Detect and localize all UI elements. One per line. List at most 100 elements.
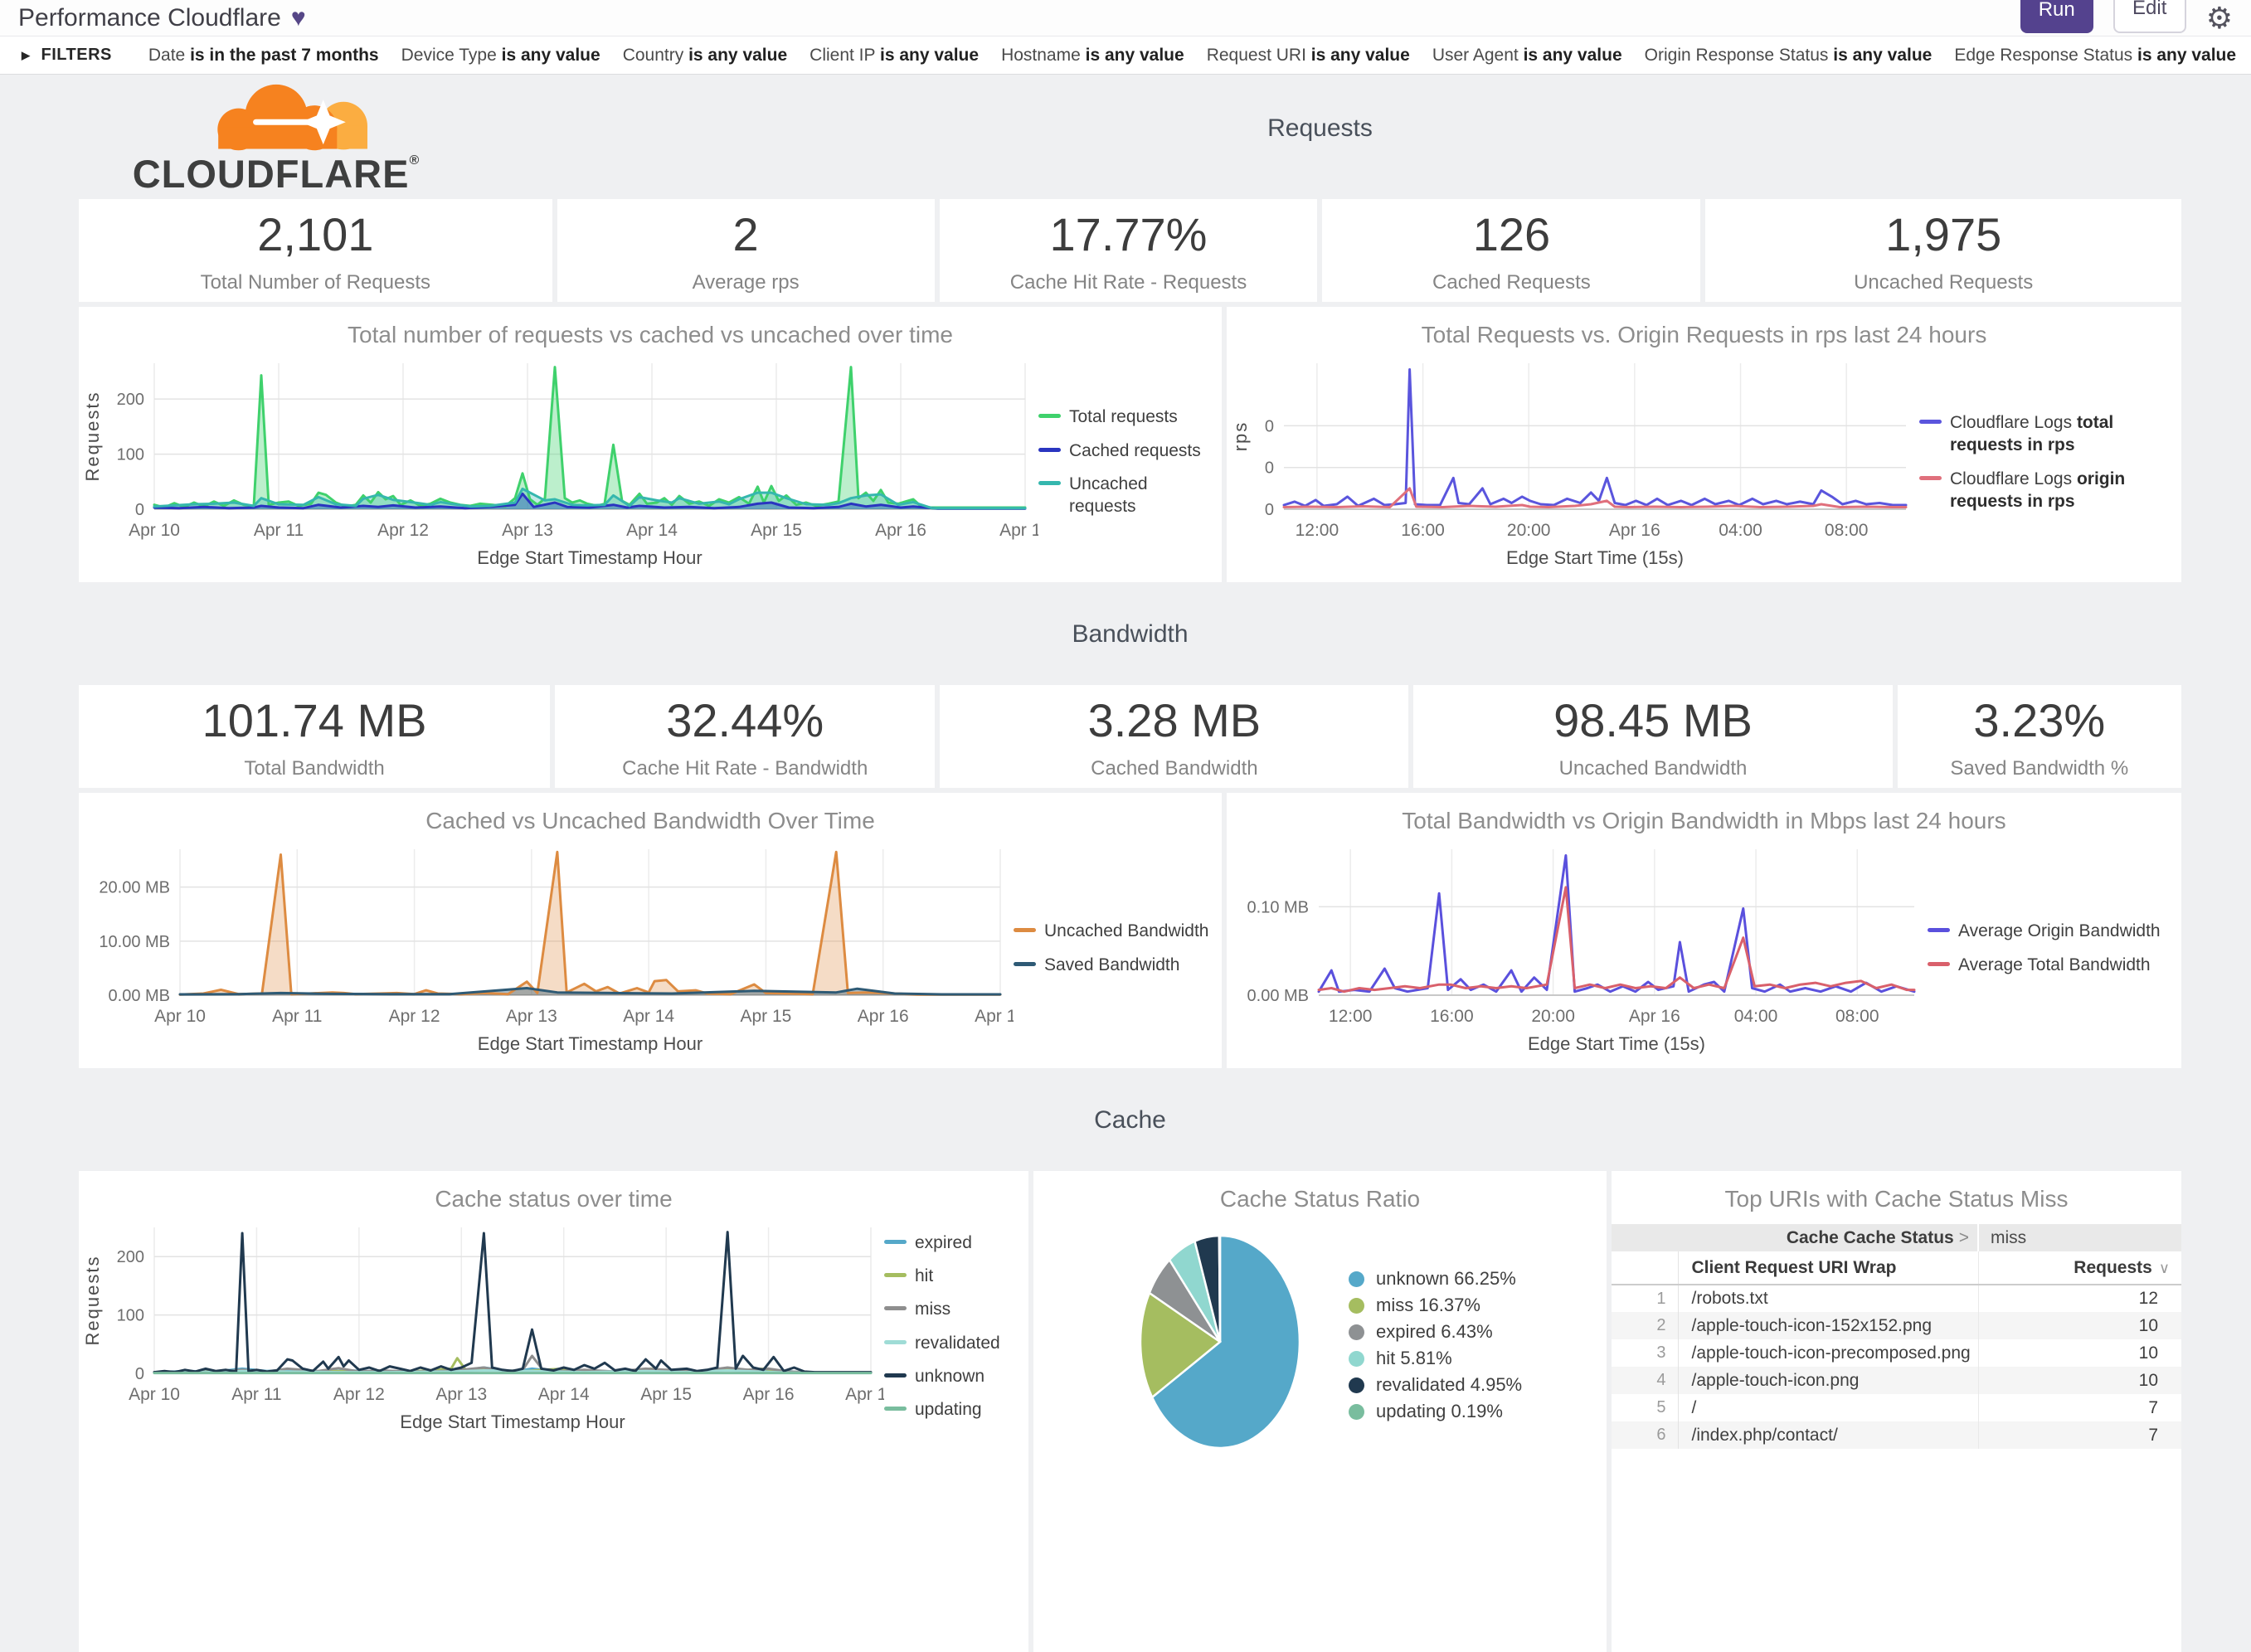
svg-text:Apr 10: Apr 10 — [129, 1385, 180, 1404]
requests-cell[interactable]: 12 — [1977, 1285, 2181, 1312]
cache-status-over-time-legend: expired hit miss revalidated unknown updating — [884, 1216, 1023, 1436]
filter-item-request-uri[interactable]: Request URI is any value — [1206, 45, 1410, 65]
chart-card-cache-status-over-time: Cache status over time 0 100 200 Apr 10 Apr 1… — [79, 1171, 1028, 1652]
total-requests-vs-cached-vs-uncached-body: 0 100 200 Apr 10 Apr 11 Apr 12 Apr 13 Apr 14 Apr… — [79, 352, 1222, 572]
svg-text:16:00: 16:00 — [1401, 521, 1445, 540]
uri-column-header[interactable]: Client Request URI Wrap — [1678, 1251, 1978, 1285]
uri-cell[interactable]: / — [1691, 1397, 1697, 1417]
requests-cell[interactable]: 10 — [1977, 1339, 2181, 1367]
legend-swatch — [884, 1306, 907, 1311]
legend-item: Saved Bandwidth — [1014, 954, 1210, 976]
legend-item: updating 0.19% — [1349, 1400, 1522, 1423]
kpi-label: Saved Bandwidth % — [1950, 756, 2129, 780]
table-row[interactable]: 5 / 7 — [1612, 1394, 2181, 1421]
top-uris-cache-miss-table: Cache Cache Status > miss Client Request UR… — [1612, 1224, 2181, 1449]
cache-status-over-time-title: Cache status over time — [435, 1186, 673, 1212]
svg-text:200: 200 — [117, 1248, 144, 1266]
requests-cell[interactable]: 7 — [1977, 1394, 2181, 1421]
svg-text:Apr 11: Apr 11 — [231, 1385, 281, 1404]
gear-icon[interactable]: ⚙ — [2205, 0, 2233, 35]
cache-status-ratio-chart[interactable] — [1033, 1216, 1349, 1564]
cache-status-ratio-legend: unknown 66.25% miss 16.37% expired 6.43% hi… — [1349, 1216, 1522, 1614]
requests-column-header[interactable]: Requests ∨ — [1977, 1251, 2181, 1285]
svg-text:Apr 14: Apr 14 — [626, 521, 678, 540]
kpi-value: 98.45 MB — [1553, 693, 1753, 746]
uri-cell[interactable]: /apple-touch-icon.png — [1691, 1370, 1860, 1390]
uri-cell[interactable]: /index.php/contact/ — [1691, 1425, 1838, 1445]
total-requests-vs-cached-vs-uncached-chart[interactable]: 0 100 200 Apr 10 Apr 11 Apr 12 Apr 13 Apr 14 Apr… — [80, 352, 1051, 572]
table-row[interactable]: 2/apple-touch-icon-152x152.png 10 — [1612, 1312, 2181, 1339]
filter-bar: ▶ FILTERS Date is in the past 7 months De… — [0, 36, 2251, 75]
filter-item-edge-response-status[interactable]: Edge Response Status is any value — [1954, 45, 2237, 65]
cache-status-over-time-chart[interactable]: 0 100 200 Apr 10 Apr 11 Apr 12 Apr 13 Apr 14 Apr… — [80, 1216, 897, 1436]
chevron-right-icon: > — [1958, 1227, 1969, 1247]
uri-cell[interactable]: /apple-touch-icon-precomposed.png — [1691, 1343, 1971, 1363]
legend-item: unknown — [884, 1365, 1017, 1387]
table-row[interactable]: 3/apple-touch-icon-precomposed.png 10 — [1612, 1339, 2181, 1367]
cloudflare-wordmark-text: CLOUDFLARE — [132, 152, 410, 196]
kpi-label: Uncached Bandwidth — [1558, 756, 1748, 780]
chart-card-top-uris-table: Top URIs with Cache Status Miss Cache Cac… — [1612, 1171, 2181, 1652]
kpi-label: Cached Bandwidth — [1091, 756, 1258, 780]
cached-vs-uncached-bandwidth-legend: Uncached Bandwidth Saved Bandwidth — [1014, 838, 1217, 1058]
legend-item: expired 6.43% — [1349, 1320, 1522, 1343]
legend-swatch — [1014, 928, 1036, 933]
top-uris-cache-miss-title: Top URIs with Cache Status Miss — [1724, 1186, 2069, 1212]
uri-cell[interactable]: /apple-touch-icon-152x152.png — [1691, 1315, 1933, 1335]
legend-item: Average Total Bandwidth — [1928, 954, 2170, 976]
table-row[interactable]: 6/index.php/contact/7 — [1612, 1421, 2181, 1449]
kpi-label: Average rps — [692, 270, 800, 294]
svg-text:rps: rps — [1230, 421, 1251, 452]
svg-text:Apr 16: Apr 16 — [1609, 521, 1660, 540]
svg-text:Edge Start Time (15s): Edge Start Time (15s) — [1506, 547, 1684, 568]
total-vs-origin-requests-rps-title: Total Requests vs. Origin Requests in rp… — [1421, 322, 1987, 347]
legend-swatch — [1928, 961, 1950, 966]
table-row[interactable]: 4/apple-touch-icon.png 10 — [1612, 1367, 2181, 1394]
row-number: 1 — [1612, 1285, 1679, 1312]
run-button[interactable]: Run — [2020, 0, 2093, 33]
filters-toggle[interactable]: ▶ FILTERS — [22, 46, 112, 65]
svg-text:Apr 16: Apr 16 — [1629, 1007, 1680, 1026]
total-vs-origin-requests-rps-body: 0 0 0 12:00 16:00 20:00 Apr 16 04:00 08:00 Edge S… — [1227, 352, 2181, 572]
uri-cell[interactable]: /robots.txt — [1691, 1289, 1768, 1308]
requests-cell[interactable]: 10 — [1977, 1312, 2181, 1339]
filter-item-client-ip[interactable]: Client IP is any value — [809, 45, 980, 65]
kpi-tile-total-number-of-requests: 2,101 Total Number of Requests — [79, 199, 552, 302]
filter-item-country[interactable]: Country is any value — [622, 45, 788, 65]
total-vs-origin-bandwidth-body: 0.00 MB 0.10 MB 12:00 16:00 20:00 Apr 16 04:00… — [1227, 838, 2181, 1058]
legend-dot — [1349, 1377, 1364, 1393]
edit-button[interactable]: Edit — [2112, 0, 2186, 33]
svg-text:100: 100 — [117, 446, 144, 464]
filter-item-date[interactable]: Date is in the past 7 months — [148, 45, 379, 65]
svg-text:Apr 16: Apr 16 — [858, 1007, 909, 1026]
filter-item-hostname[interactable]: Hostname is any value — [1001, 45, 1184, 65]
requests-cell[interactable]: 7 — [1977, 1421, 2181, 1449]
legend-item: Cloudflare Logs origin requests in rps — [1919, 468, 2170, 513]
svg-text:Apr 12: Apr 12 — [333, 1385, 385, 1404]
svg-text:08:00: 08:00 — [1825, 521, 1869, 540]
filter-item-user-agent[interactable]: User Agent is any value — [1432, 45, 1622, 65]
total-requests-vs-cached-vs-uncached-plot-area: 0 100 200 Apr 10 Apr 11 Apr 12 Apr 13 Apr 14 Apr… — [80, 352, 1051, 572]
cache-status-ratio-title: Cache Status Ratio — [1219, 1186, 1421, 1212]
kpi-tile-saved-bandwidth-: 3.23% Saved Bandwidth % — [1897, 685, 2181, 788]
page-title-text: Performance Cloudflare — [18, 3, 281, 32]
pivot-field-label[interactable]: Cache Cache Status > — [1612, 1224, 1978, 1251]
total-vs-origin-requests-rps-chart[interactable]: 0 0 0 12:00 16:00 20:00 Apr 16 04:00 08:00 Edge S… — [1228, 352, 1919, 572]
cached-vs-uncached-bandwidth-title: Cached vs Uncached Bandwidth Over Time — [425, 808, 875, 833]
kpi-value: 3.28 MB — [1087, 693, 1262, 746]
requests-cell[interactable]: 10 — [1977, 1367, 2181, 1394]
total-vs-origin-bandwidth-chart[interactable]: 0.00 MB 0.10 MB 12:00 16:00 20:00 Apr 16 04:00… — [1228, 838, 1928, 1058]
legend-swatch — [1919, 475, 1942, 480]
svg-text:Apr 11: Apr 11 — [254, 521, 304, 540]
cached-vs-uncached-bandwidth-chart[interactable]: 0.00 MB 10.00 MB 20.00 MB Apr 10 Apr 11 Apr 1… — [80, 838, 1026, 1058]
filter-item-device-type[interactable]: Device Type is any value — [401, 45, 600, 65]
table-row[interactable]: 1/robots.txt 12 — [1612, 1285, 2181, 1312]
svg-text:Apr 15: Apr 15 — [640, 1385, 692, 1404]
filter-item-origin-response-status[interactable]: Origin Response Status is any value — [1644, 45, 1933, 65]
legend-dot — [1349, 1350, 1364, 1367]
legend-dot — [1349, 1403, 1364, 1420]
kpi-label: Total Number of Requests — [200, 270, 431, 294]
title-bar: Performance Cloudflare ♥ Run Edit ⚙ — [0, 0, 2251, 36]
legend-item: updating — [884, 1398, 1017, 1421]
svg-text:Apr 14: Apr 14 — [538, 1385, 590, 1404]
